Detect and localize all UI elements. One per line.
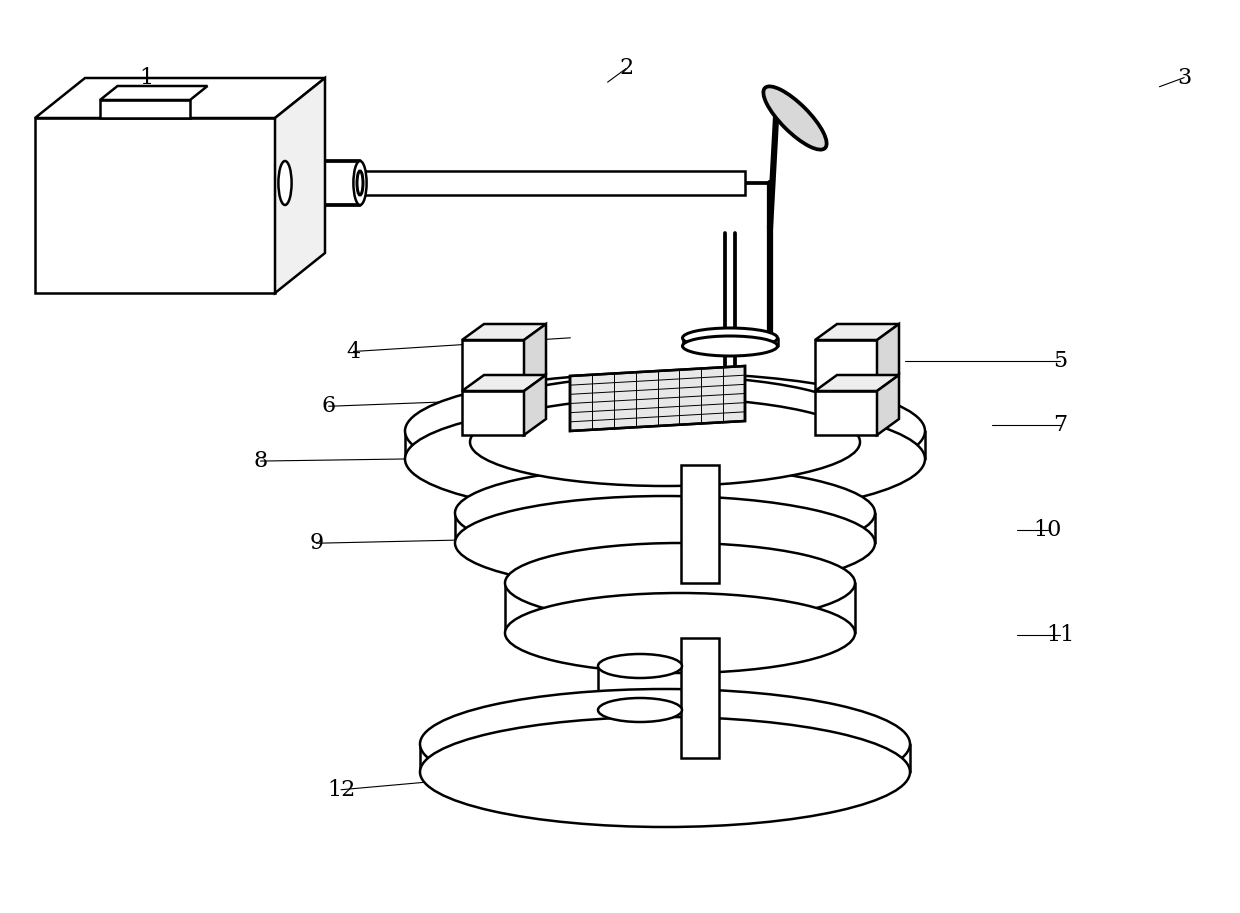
Bar <box>681 465 719 583</box>
Text: 4: 4 <box>346 341 361 362</box>
Ellipse shape <box>279 161 291 205</box>
Polygon shape <box>100 86 207 100</box>
Polygon shape <box>815 375 899 391</box>
Text: 11: 11 <box>1047 624 1074 645</box>
Bar <box>100 100 190 118</box>
Bar <box>463 340 525 390</box>
Ellipse shape <box>405 373 925 489</box>
Ellipse shape <box>455 466 875 560</box>
Bar <box>815 391 877 435</box>
Ellipse shape <box>455 496 875 590</box>
Ellipse shape <box>505 543 856 623</box>
Polygon shape <box>815 324 899 340</box>
Text: 10: 10 <box>1034 519 1061 540</box>
Ellipse shape <box>682 328 777 348</box>
Ellipse shape <box>598 698 682 722</box>
Ellipse shape <box>405 401 925 517</box>
Polygon shape <box>275 78 325 293</box>
Polygon shape <box>525 375 546 435</box>
Text: 1: 1 <box>139 67 154 89</box>
Bar <box>35 118 275 293</box>
Bar <box>681 638 719 758</box>
Ellipse shape <box>357 171 363 195</box>
Ellipse shape <box>470 376 861 464</box>
Ellipse shape <box>470 398 861 486</box>
Ellipse shape <box>682 336 777 356</box>
Polygon shape <box>570 366 745 431</box>
Polygon shape <box>877 375 899 435</box>
Bar <box>360 171 745 195</box>
Text: 7: 7 <box>1053 414 1068 436</box>
Polygon shape <box>463 324 546 340</box>
Text: 9: 9 <box>309 532 324 554</box>
Text: 2: 2 <box>619 58 634 79</box>
Bar <box>815 340 877 390</box>
Ellipse shape <box>764 87 827 150</box>
Polygon shape <box>877 324 899 390</box>
Bar <box>463 391 525 435</box>
Ellipse shape <box>598 654 682 678</box>
Text: 6: 6 <box>321 395 336 417</box>
Polygon shape <box>35 78 325 118</box>
Text: 3: 3 <box>1177 67 1192 89</box>
Text: 8: 8 <box>253 450 268 472</box>
Ellipse shape <box>505 593 856 673</box>
Ellipse shape <box>420 689 910 799</box>
Text: 5: 5 <box>1053 350 1068 372</box>
Polygon shape <box>463 375 546 391</box>
Polygon shape <box>525 324 546 390</box>
Text: 12: 12 <box>327 779 355 801</box>
Ellipse shape <box>353 161 367 205</box>
Ellipse shape <box>420 717 910 827</box>
